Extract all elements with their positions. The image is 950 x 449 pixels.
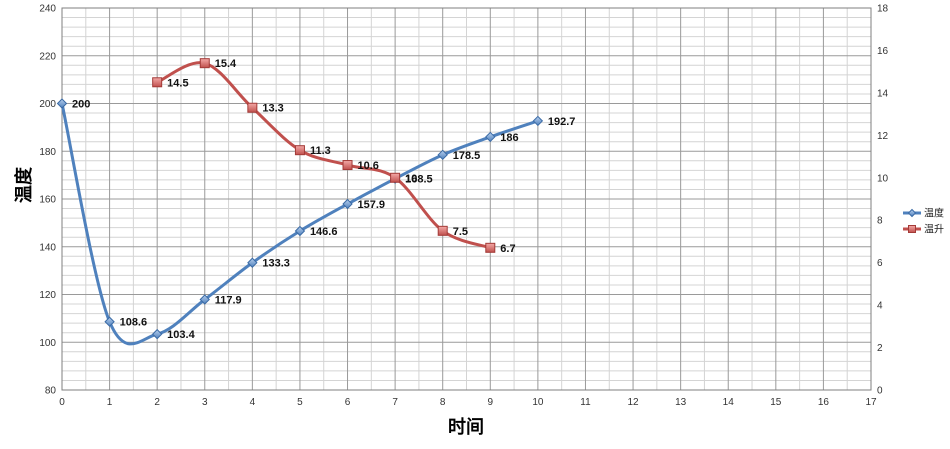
- y-tick-label: 240: [39, 4, 56, 15]
- data-label: 168.5: [405, 174, 433, 186]
- x-tick-label: 14: [723, 397, 735, 408]
- x-tick-label: 9: [488, 397, 494, 408]
- series-1: [56, 98, 544, 346]
- y-tick-label: 180: [39, 147, 56, 158]
- y2-tick-label: 10: [877, 173, 889, 184]
- x-tick-label: 1: [107, 397, 113, 408]
- y2-tick-label: 16: [877, 46, 889, 57]
- data-label: 103.4: [167, 329, 195, 341]
- x-axis-ticks: 0 1 2 3 4 5 6 7 8 9 10 11 12 13 14 15 16 17: [59, 397, 877, 408]
- x-tick-label: 17: [865, 397, 877, 408]
- data-point: [532, 115, 544, 127]
- data-point: [485, 131, 496, 143]
- series-2: [152, 58, 496, 253]
- x-tick-label: 11: [580, 397, 591, 408]
- x-tick-label: 16: [818, 397, 830, 408]
- y2-axis-ticks: 0 2 4 6 8 10 12 14 16 18: [877, 4, 889, 397]
- data-point: [342, 160, 353, 171]
- data-label: 192.7: [548, 116, 576, 128]
- legend-item: 温升: [903, 224, 944, 236]
- data-point: [247, 102, 258, 113]
- legend-marker: [907, 208, 917, 218]
- data-label: 13.3: [262, 103, 283, 115]
- y2-tick-label: 14: [877, 88, 889, 99]
- data-point: [485, 242, 496, 253]
- data-point: [199, 58, 210, 69]
- y-tick-label: 80: [45, 386, 57, 397]
- legend-label: 温度: [924, 207, 944, 220]
- y2-tick-label: 0: [877, 386, 883, 397]
- data-point: [390, 172, 401, 183]
- y-tick-label: 220: [39, 51, 56, 62]
- data-label: 157.9: [358, 199, 386, 211]
- data-label: 186: [500, 132, 518, 144]
- y-axis-ticks: 80 100 120 140 160 180 200 220 240: [39, 4, 56, 397]
- series-layer: [56, 58, 544, 346]
- data-label: 10: [405, 173, 417, 185]
- legend-label: 温升: [924, 224, 944, 236]
- x-tick-label: 6: [345, 397, 351, 408]
- data-label: 178.5: [453, 150, 481, 162]
- y2-tick-label: 12: [877, 131, 889, 142]
- data-label: 10.6: [358, 160, 379, 172]
- y2-tick-label: 6: [877, 258, 883, 269]
- data-label: 133.3: [262, 258, 290, 270]
- plot-border: [61, 7, 872, 391]
- data-labels: 200 108.6 103.4 117.9 133.3 146.6 157.9 168.5 17…: [72, 58, 575, 341]
- y-tick-label: 200: [39, 99, 56, 110]
- x-tick-label: 13: [675, 397, 687, 408]
- data-point: [151, 328, 163, 340]
- y-axis-title: 温度: [13, 166, 35, 203]
- y-tick-label: 120: [39, 290, 56, 301]
- legend-item: 温度: [903, 207, 944, 220]
- data-label: 200: [72, 99, 90, 111]
- y2-tick-label: 18: [877, 4, 889, 15]
- data-point: [294, 145, 305, 156]
- series-line: [155, 61, 492, 250]
- data-point: [104, 316, 115, 327]
- x-tick-label: 10: [532, 397, 544, 408]
- x-tick-label: 8: [440, 397, 446, 408]
- legend-marker: [908, 225, 916, 233]
- y-tick-label: 160: [39, 195, 56, 206]
- data-point: [294, 225, 306, 237]
- data-label: 14.5: [167, 77, 188, 89]
- x-tick-label: 7: [392, 397, 398, 408]
- x-tick-label: 3: [202, 397, 208, 408]
- data-point: [56, 98, 68, 109]
- data-label: 6.7: [500, 243, 515, 255]
- x-tick-label: 15: [770, 397, 782, 408]
- data-point: [437, 225, 448, 236]
- data-point: [152, 77, 163, 88]
- data-point: [437, 149, 448, 161]
- data-point: [199, 294, 210, 305]
- y-tick-label: 100: [39, 338, 56, 349]
- x-tick-label: 12: [627, 397, 639, 408]
- data-label: 11.3: [310, 145, 331, 157]
- y2-tick-label: 4: [877, 301, 883, 312]
- data-label: 108.6: [120, 317, 148, 329]
- data-label: 146.6: [310, 226, 338, 238]
- data-point: [247, 257, 258, 268]
- y2-tick-label: 2: [877, 343, 883, 354]
- x-axis-title: 时间: [448, 417, 484, 438]
- x-tick-label: 5: [297, 397, 303, 408]
- data-label: 7.5: [453, 226, 468, 238]
- data-label: 117.9: [215, 295, 242, 307]
- x-tick-label: 4: [250, 397, 256, 408]
- x-tick-label: 0: [59, 397, 65, 408]
- x-tick-label: 2: [154, 397, 160, 408]
- data-label: 15.4: [215, 58, 237, 70]
- y2-tick-label: 8: [877, 216, 883, 227]
- y-tick-label: 140: [39, 242, 56, 253]
- data-point: [342, 198, 353, 210]
